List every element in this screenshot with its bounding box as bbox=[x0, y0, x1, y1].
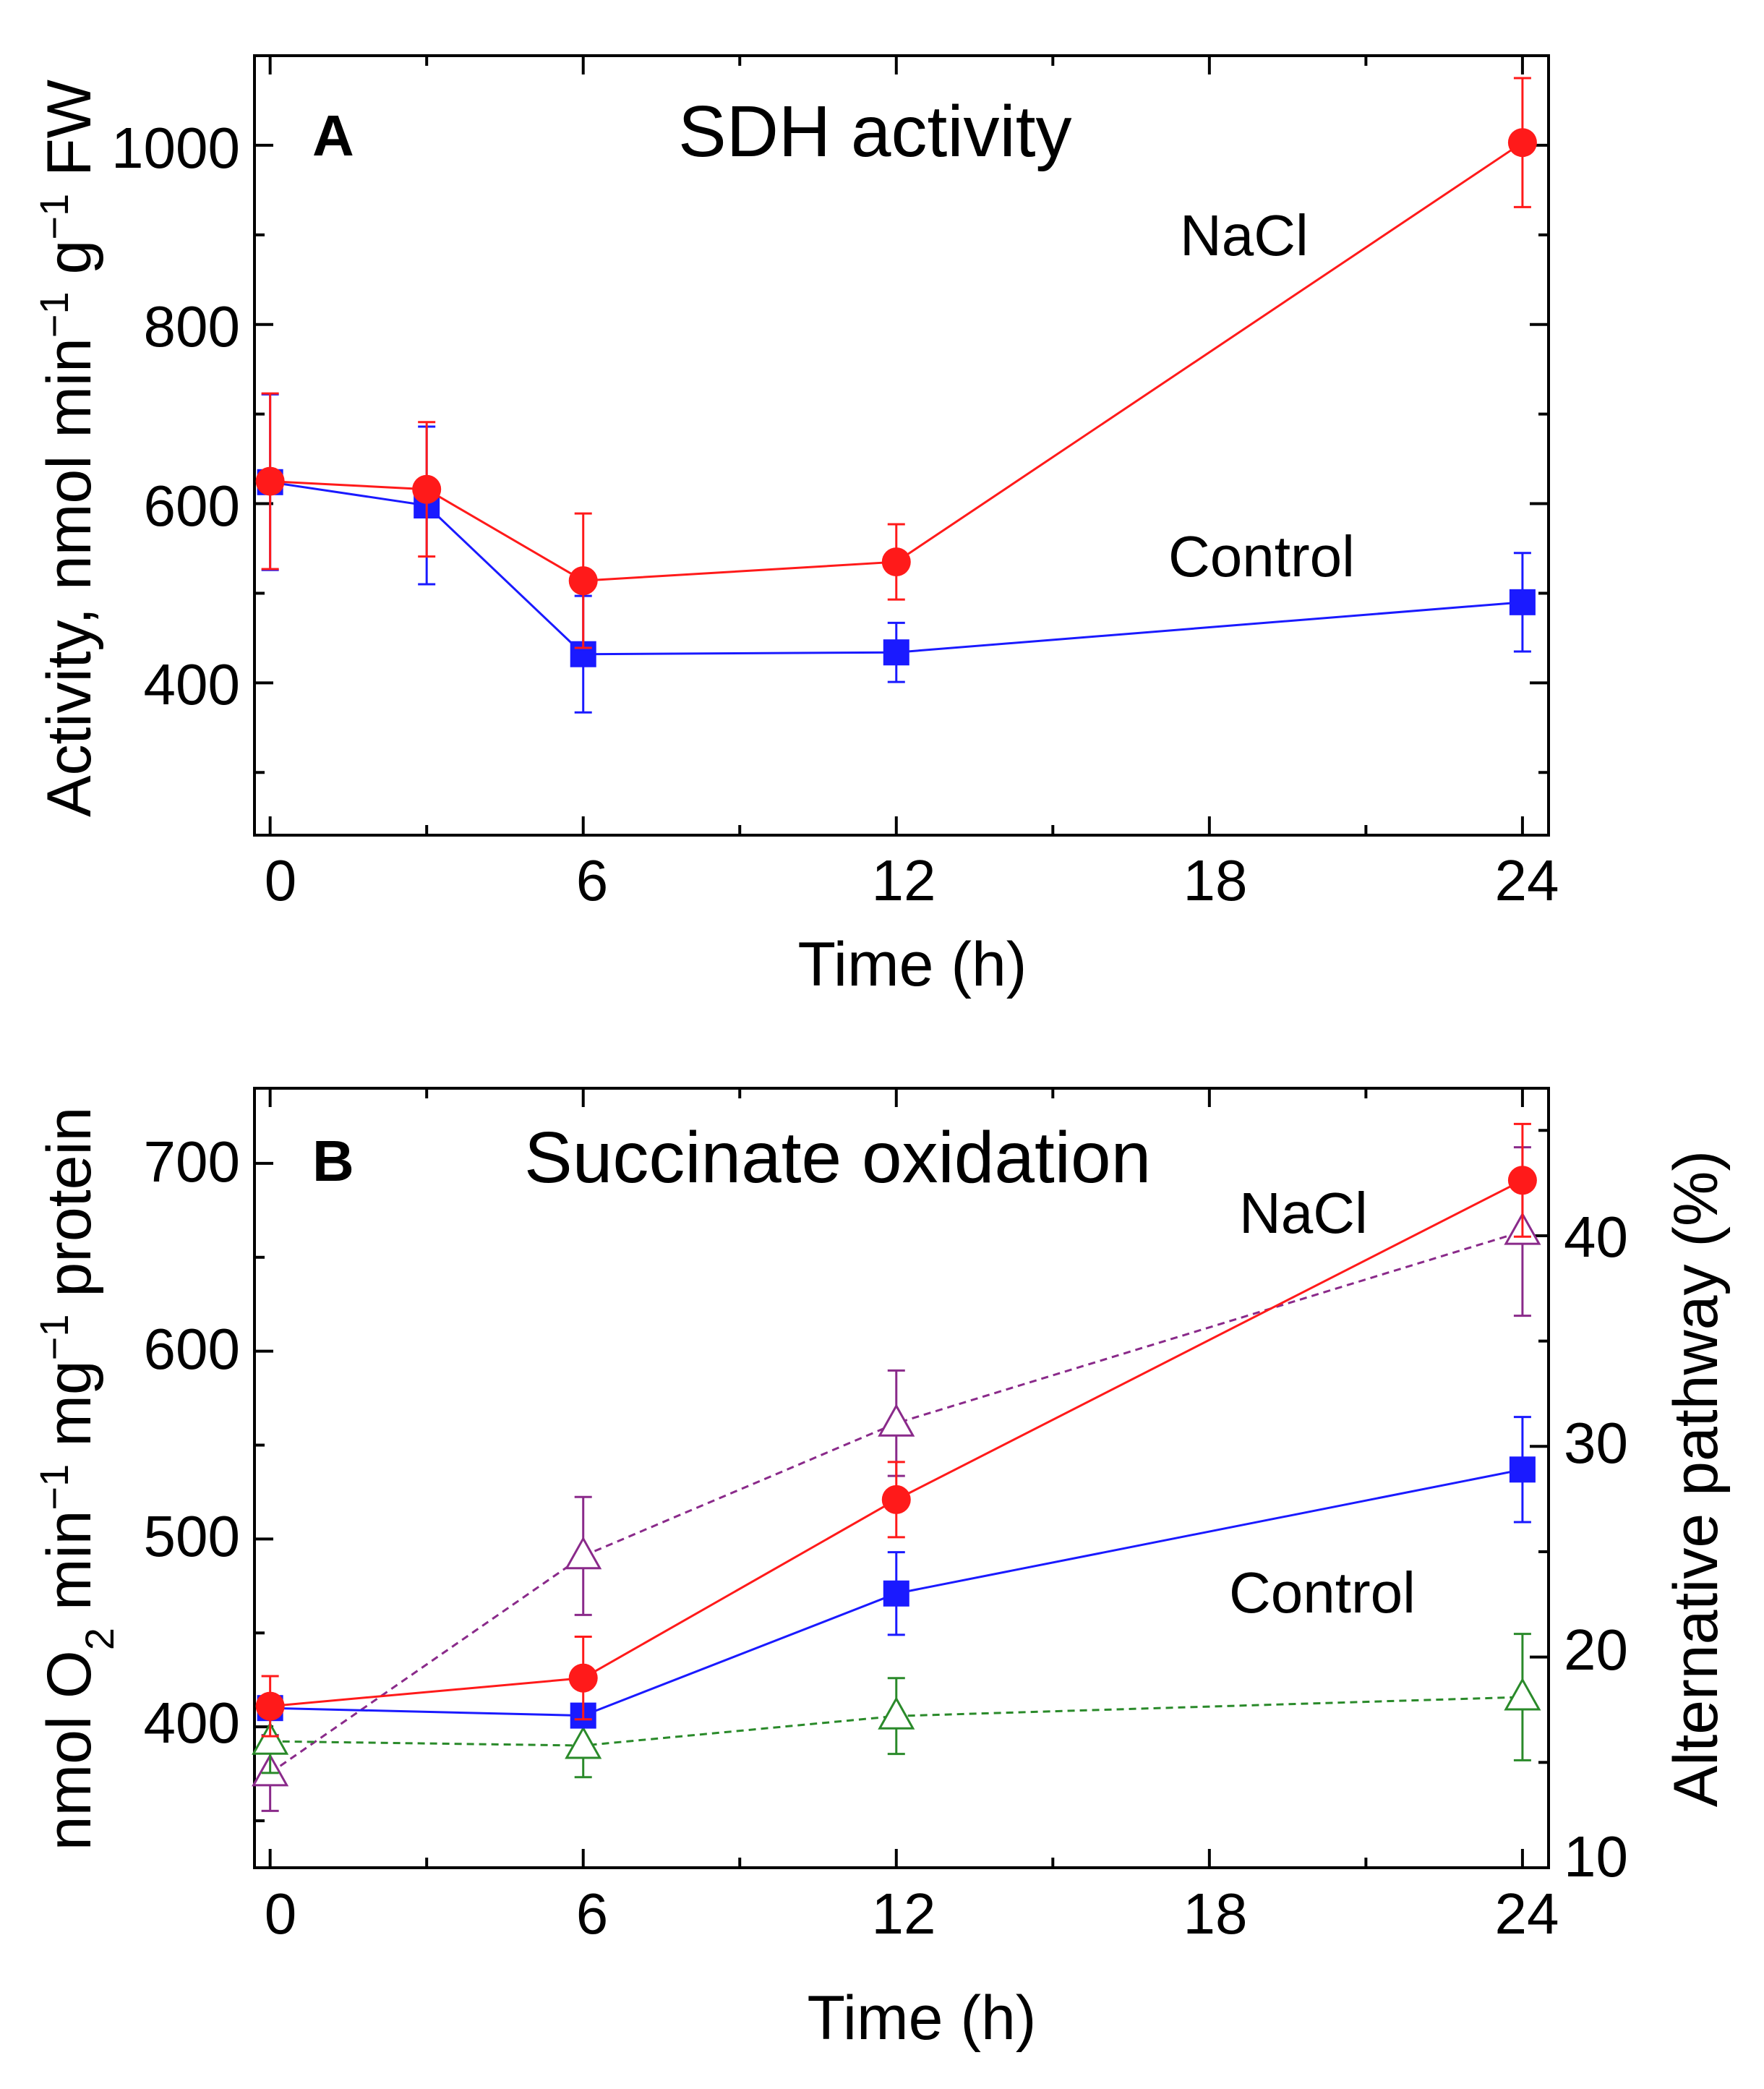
panel-a-nacl-label: NaCl bbox=[1180, 203, 1309, 268]
panel-a-y-tick-label: 1000 bbox=[111, 116, 240, 180]
nacl-line bbox=[270, 141, 1523, 582]
panel-a-x-tick-label: 12 bbox=[872, 848, 936, 913]
panel-b-y-left-tick-label: 600 bbox=[144, 1317, 240, 1381]
panel-b-y-left-axis-title: nmol O2 min−1 mg−1 protein bbox=[31, 1107, 122, 1851]
panel-a-series bbox=[255, 77, 1537, 714]
panel-b-y-left-tick-label: 500 bbox=[144, 1504, 240, 1568]
panel-b-y-right-tick-label: 40 bbox=[1564, 1205, 1628, 1269]
nacl-point bbox=[881, 547, 911, 577]
panel-b-x-tick-label: 24 bbox=[1495, 1881, 1559, 1946]
control-point bbox=[883, 639, 909, 666]
panel-b-x-tick-label: 0 bbox=[265, 1881, 297, 1946]
panel-a-y-tick-label: 400 bbox=[144, 652, 240, 717]
panel-a-x-tick-label: 18 bbox=[1183, 848, 1248, 913]
control-point bbox=[1509, 589, 1536, 615]
panel-a-x-tick-label: 0 bbox=[265, 848, 297, 913]
panel-a-control-label: Control bbox=[1168, 524, 1355, 589]
panel-a-y-tick-label: 800 bbox=[144, 294, 240, 359]
panel-b-chart: 0 6 12 18 24 400 500 600 700 10 20 30 40… bbox=[31, 1087, 1731, 2053]
panel-b-series bbox=[252, 1122, 1541, 1812]
alternative-pathway-control-point bbox=[878, 1696, 915, 1730]
panel-a-ticks bbox=[254, 56, 1549, 835]
panel-a-title: SDH activity bbox=[678, 91, 1072, 172]
control-line bbox=[270, 1468, 1523, 1717]
panel-b-y-right-tick-label: 10 bbox=[1564, 1824, 1628, 1889]
nacl-point bbox=[881, 1484, 911, 1514]
panel-b-nacl-label: NaCl bbox=[1239, 1181, 1368, 1245]
panel-b-x-tick-label: 12 bbox=[872, 1881, 936, 1946]
panel-b-x-tick-label: 18 bbox=[1183, 1881, 1248, 1946]
nacl-point bbox=[255, 466, 285, 496]
alternative-pathway-control-point bbox=[565, 1725, 602, 1759]
nacl-point bbox=[568, 1663, 598, 1693]
panel-b-y-left-tick-label: 400 bbox=[144, 1691, 240, 1755]
control-point bbox=[883, 1580, 909, 1607]
nacl-point bbox=[412, 474, 442, 504]
panel-b-x-axis-title: Time (h) bbox=[808, 1983, 1037, 2053]
alternative-pathway-control-point bbox=[1504, 1677, 1541, 1711]
nacl-line bbox=[270, 1179, 1523, 1708]
control-point bbox=[1509, 1456, 1536, 1483]
alternative-pathway-nacl-line bbox=[269, 1230, 1523, 1774]
alternative-pathway-control-point bbox=[252, 1722, 289, 1755]
panel-b-ticks bbox=[254, 1088, 1549, 1869]
panel-a-y-axis-title: Activity, nmol min−1 g−1 FW bbox=[31, 80, 105, 817]
alternative-pathway-control-line bbox=[270, 1696, 1523, 1747]
alternative-pathway-nacl-point bbox=[565, 1536, 602, 1570]
panel-a-x-tick-label: 24 bbox=[1495, 848, 1559, 913]
nacl-point bbox=[255, 1691, 285, 1721]
panel-a-letter: A bbox=[312, 103, 354, 168]
panel-b-letter: B bbox=[312, 1129, 354, 1193]
panel-a-x-tick-label: 6 bbox=[576, 848, 609, 913]
panel-b-control-label: Control bbox=[1229, 1560, 1416, 1625]
panel-a-plot-frame bbox=[253, 54, 1550, 837]
panel-a-chart: 0 6 12 18 24 400 600 800 1000 Time (h) A… bbox=[31, 54, 1559, 999]
panel-b-y-right-tick-label: 30 bbox=[1564, 1411, 1628, 1475]
nacl-point bbox=[1507, 1166, 1537, 1195]
panel-b-title: Succinate oxidation bbox=[524, 1117, 1151, 1198]
panel-a-y-tick-label: 600 bbox=[144, 474, 240, 538]
panel-b-plot-frame bbox=[253, 1087, 1550, 1869]
panel-b-y-left-tick-label: 700 bbox=[144, 1129, 240, 1194]
panel-a-x-axis-title: Time (h) bbox=[798, 930, 1027, 999]
panel-b-y-right-tick-label: 20 bbox=[1564, 1618, 1628, 1682]
nacl-point bbox=[1507, 128, 1537, 158]
alternative-pathway-nacl-point bbox=[878, 1404, 915, 1437]
panel-b-y-right-axis-title: Alternative pathway (%) bbox=[1661, 1150, 1731, 1807]
panel-b-x-tick-label: 6 bbox=[576, 1881, 609, 1946]
nacl-point bbox=[568, 566, 598, 596]
